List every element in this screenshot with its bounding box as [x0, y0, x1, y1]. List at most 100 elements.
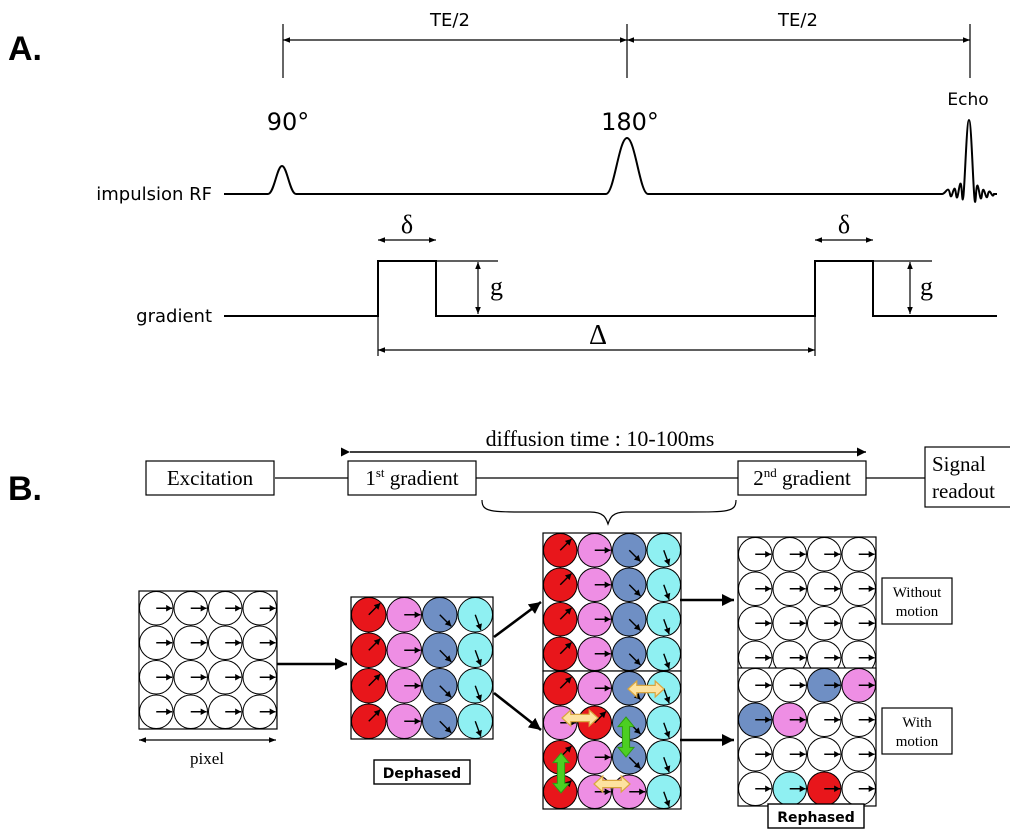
spin-cell — [841, 537, 876, 572]
spin-cell — [738, 668, 773, 703]
spin-cell — [208, 694, 243, 729]
spin-cell — [422, 668, 458, 704]
spin-cell — [738, 537, 773, 572]
spin-cell — [351, 703, 387, 739]
spin-cell — [646, 533, 681, 568]
spin-cell — [577, 705, 612, 740]
spin-cell — [577, 533, 612, 568]
signal-label-line2: readout — [932, 479, 995, 503]
spin-cell — [738, 571, 773, 606]
without-motion-line2: motion — [896, 604, 939, 620]
excitation-box — [145, 460, 275, 496]
spin-cell — [612, 602, 647, 637]
dephased-with-motion-grid — [542, 670, 682, 810]
pulse-90-label: 90° — [267, 108, 310, 136]
spin-cell — [208, 625, 243, 660]
g-right-label: g — [920, 272, 933, 301]
spin-cell — [457, 632, 493, 668]
spin-cell — [386, 668, 422, 704]
spin-cell — [807, 737, 842, 772]
delta-right-label: δ — [838, 210, 850, 239]
spin-cell — [612, 567, 647, 602]
rf-waveform — [224, 118, 997, 203]
spin-cell — [457, 668, 493, 704]
rf-label: impulsion RF — [96, 184, 212, 205]
spin-grids — [138, 532, 877, 810]
diffusion-brace — [481, 499, 737, 526]
spin-cell — [457, 703, 493, 739]
spin-cell — [543, 533, 578, 568]
spin-cell — [807, 771, 842, 806]
spin-cell — [577, 602, 612, 637]
spin-cell — [841, 668, 876, 703]
signal-label-line1: Signal — [932, 452, 986, 476]
spin-cell — [543, 671, 578, 706]
with-motion-line1: With — [902, 715, 932, 731]
delta-dimensions — [377, 237, 932, 356]
spin-cell — [422, 703, 458, 739]
spin-cell — [841, 771, 876, 806]
without-motion-line1: Without — [893, 585, 942, 601]
te-half-left-label: TE/2 — [429, 10, 470, 31]
spin-cell — [173, 591, 208, 626]
spin-cell — [738, 737, 773, 772]
spin-cell — [807, 640, 842, 675]
dephased-box — [373, 759, 471, 785]
without-motion-box — [881, 577, 953, 625]
spin-cell — [646, 567, 681, 602]
diffusion-time-label: diffusion time : 10-100ms — [486, 426, 715, 451]
pixel-label: pixel — [190, 749, 224, 768]
spin-cell — [646, 602, 681, 637]
gradient-waveform — [224, 260, 997, 317]
spin-cell — [807, 702, 842, 737]
g-left-label: g — [490, 272, 503, 301]
spin-cell — [772, 640, 807, 675]
spin-cell — [738, 771, 773, 806]
second-gradient-label: 2nd gradient — [753, 465, 851, 490]
spin-cell — [543, 602, 578, 637]
spin-cell — [242, 694, 277, 729]
motion-arrow-vertical — [616, 716, 636, 758]
spin-cell — [577, 740, 612, 775]
spin-cell — [772, 571, 807, 606]
spin-cell — [457, 597, 493, 633]
spin-cell — [841, 640, 876, 675]
te-dimension — [282, 24, 971, 78]
spin-cell — [772, 537, 807, 572]
spin-cell — [646, 705, 681, 740]
spin-cell — [646, 636, 681, 671]
spin-cell — [841, 606, 876, 641]
first-gradient-label: 1st gradient — [365, 465, 458, 490]
spin-cell — [577, 636, 612, 671]
spin-cell — [577, 671, 612, 706]
spin-cell — [173, 625, 208, 660]
rephased-with-motion-grid — [737, 667, 877, 807]
spin-cell — [139, 591, 174, 626]
spin-cell — [242, 625, 277, 660]
spin-cell — [612, 636, 647, 671]
motion-arrow-horizontal — [561, 708, 599, 728]
spin-cell — [422, 632, 458, 668]
spin-cell — [772, 771, 807, 806]
panel-b-letter: B. — [8, 470, 42, 508]
spin-cell — [139, 625, 174, 660]
spin-cell — [738, 640, 773, 675]
spin-cell — [139, 660, 174, 695]
te-half-right-label: TE/2 — [777, 10, 818, 31]
rephased-no-motion-grid — [737, 536, 877, 676]
spin-cell — [242, 591, 277, 626]
spin-cell — [772, 702, 807, 737]
spin-cell — [841, 571, 876, 606]
excitation-label: Excitation — [167, 466, 254, 490]
motion-arrow-horizontal — [593, 774, 631, 794]
motion-arrow-horizontal — [627, 679, 665, 699]
second-gradient-box — [737, 460, 867, 496]
gradient-label: gradient — [136, 306, 212, 327]
spin-cell — [543, 567, 578, 602]
panel-a-letter: A. — [8, 30, 42, 68]
panel-b: B. diffusion time : 10-100ms Excitation … — [8, 426, 1010, 829]
spin-cell — [646, 740, 681, 775]
delta-left-label: δ — [401, 210, 413, 239]
spin-cell — [807, 571, 842, 606]
